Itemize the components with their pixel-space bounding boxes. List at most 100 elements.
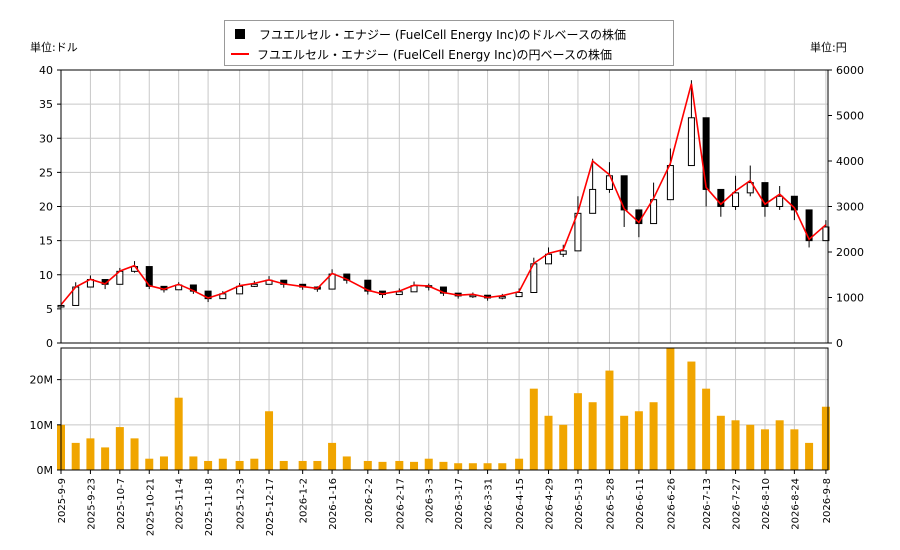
right-tick-label: 2000 [836, 246, 864, 259]
usd-candle [250, 283, 258, 287]
volume-bar [328, 442, 337, 470]
volume-bar [468, 463, 477, 470]
volume-bar [250, 458, 259, 470]
volume-bar [235, 460, 244, 470]
right-tick-label: 4000 [836, 155, 864, 168]
date-tick-label: 2025-11-18 [204, 478, 215, 536]
usd-candle [469, 294, 477, 298]
date-tick-label: 2025-9-23 [86, 478, 97, 530]
volume-bar [529, 388, 538, 470]
date-tick-label: 2025-9-9 [57, 478, 68, 523]
usd-candle [732, 192, 740, 208]
volume-bar [71, 442, 80, 470]
volume-bar [666, 348, 675, 470]
volume-bar [775, 420, 784, 470]
date-tick-label: 2026-4-29 [545, 478, 556, 530]
right-tick-label: 6000 [836, 64, 864, 77]
date-tick-label: 2025-11-4 [175, 478, 186, 530]
date-tick-label: 2026-3-3 [425, 478, 436, 523]
date-tick-label: 2026-4-15 [515, 478, 526, 530]
volume-bar [634, 411, 643, 470]
volume-bar [805, 442, 814, 470]
volume-bar [265, 411, 274, 470]
volume-bar [498, 463, 507, 470]
legend-item-usd: フユエルセル・エナジー (FuelCell Energy Inc)のドルベースの… [231, 24, 626, 44]
volume-bar [115, 427, 124, 470]
right-unit-label: 単位:円 [810, 41, 847, 54]
volume-bar [559, 424, 568, 470]
volume-bar [189, 456, 198, 470]
volume-bar [204, 460, 213, 470]
usd-candle [702, 117, 710, 190]
date-tick-label: 2025-10-7 [116, 478, 127, 530]
volume-tick-label: 0M [37, 464, 54, 477]
right-tick-label: 3000 [836, 201, 864, 214]
left-tick-label: 20 [39, 201, 53, 214]
right-tick-label: 1000 [836, 292, 864, 305]
volume-bar [649, 402, 658, 470]
date-tick-label: 2026-3-17 [454, 478, 465, 530]
left-tick-label: 30 [39, 132, 53, 145]
left-tick-label: 0 [46, 337, 53, 350]
usd-candle [717, 188, 725, 207]
usd-candle [589, 188, 597, 214]
usd-candlesticks [57, 80, 830, 309]
usd-candle [822, 226, 830, 242]
volume-bar [821, 406, 830, 470]
legend-swatch-usd [235, 29, 245, 39]
volume-bar [424, 458, 433, 470]
left-price-axis: 0 5 10 15 20 25 30 35 40 [39, 64, 61, 350]
date-tick-label: 2026-6-26 [666, 478, 677, 530]
left-tick-label: 15 [39, 235, 53, 248]
date-tick-label: 2026-9-8 [822, 478, 833, 523]
volume-bar [746, 424, 755, 470]
date-tick-label: 2026-8-10 [761, 478, 772, 530]
legend-item-jpy: フユエルセル・エナジー (FuelCell Energy Inc)の円ベースの株… [231, 44, 612, 64]
usd-candle [805, 209, 813, 242]
volume-bar [395, 460, 404, 470]
volume-bar [130, 438, 139, 470]
volume-bar [145, 458, 154, 470]
left-tick-label: 5 [46, 303, 53, 316]
usd-candle [498, 296, 506, 299]
volume-bar [378, 461, 387, 470]
volume-bar [515, 458, 524, 470]
usd-candle [790, 195, 798, 211]
left-unit-label: 単位:ドル [30, 41, 78, 54]
date-tick-label: 2025-12-3 [236, 478, 247, 530]
date-tick-label: 2026-5-13 [574, 478, 585, 530]
usd-candle [761, 182, 769, 208]
left-tick-label: 40 [39, 64, 53, 77]
date-tick-label: 2026-2-2 [364, 478, 375, 523]
date-tick-label: 2026-1-2 [299, 478, 310, 523]
date-tick-label: 2026-7-27 [732, 478, 743, 530]
usd-candle [776, 195, 784, 207]
volume-bar [760, 429, 769, 470]
jpy-price-line [60, 83, 827, 306]
legend: フユエルセル・エナジー (FuelCell Energy Inc)のドルベースの… [224, 20, 674, 66]
volume-bar [159, 456, 168, 470]
date-tick-label: 2026-5-28 [605, 478, 616, 530]
volume-bar [174, 397, 183, 470]
volume-bar [454, 463, 463, 470]
volume-bar [363, 460, 372, 470]
date-tick-label: 2026-7-13 [702, 478, 713, 530]
usd-candle [666, 165, 674, 201]
date-tick-label: 2026-2-17 [395, 478, 406, 530]
legend-label-jpy: フユエルセル・エナジー (FuelCell Energy Inc)の円ベースの株… [257, 47, 612, 62]
usd-candle [687, 117, 695, 167]
volume-bar [410, 461, 419, 470]
volume-bar [218, 458, 227, 470]
date-tick-label: 2025-10-21 [145, 478, 156, 536]
left-tick-label: 25 [39, 166, 53, 179]
volume-bar [573, 393, 582, 470]
usd-candle [620, 175, 628, 211]
usd-candle [364, 279, 372, 292]
legend-label-usd: フユエルセル・エナジー (FuelCell Energy Inc)のドルベースの… [259, 27, 626, 42]
date-tick-label: 2026-6-11 [635, 478, 646, 530]
volume-bar [483, 463, 492, 470]
usd-candle [515, 291, 523, 298]
usd-candle [746, 182, 754, 194]
volume-bar [298, 460, 307, 470]
